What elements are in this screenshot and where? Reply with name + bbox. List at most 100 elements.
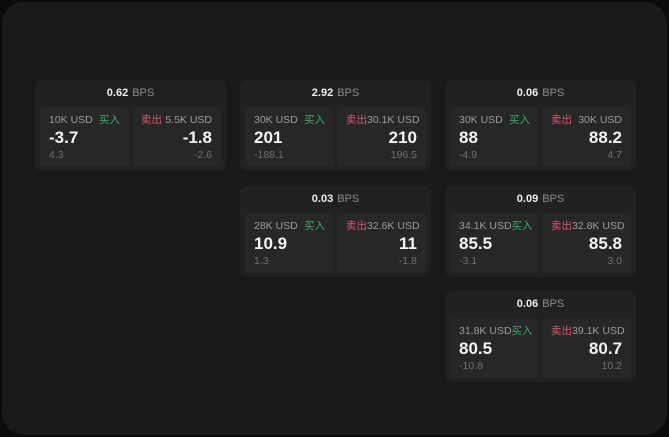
- buy-amount: 30K USD: [459, 114, 503, 126]
- buy-sub-value: -4.9: [459, 149, 478, 161]
- buy-amount: 31.8K USD: [459, 325, 512, 337]
- bps-value: 0.06: [516, 87, 539, 99]
- buy-sub-value: 4.3: [49, 149, 64, 161]
- sell-amount: 30K USD: [578, 114, 622, 126]
- bps-unit-label: BPS: [542, 298, 565, 310]
- card-header: 0.09 BPS: [450, 186, 631, 213]
- sell-panel-top: 卖出 5.5K USD: [141, 114, 212, 126]
- sell-amount: 32.8K USD: [572, 220, 625, 232]
- quote-card-1: 2.92 BPS 30K USD 买入 201 -188.1 卖出 30.1K …: [240, 80, 431, 171]
- buy-price: 80.5: [459, 339, 493, 358]
- sell-panel-top: 卖出 32.6K USD: [346, 220, 420, 232]
- buy-panel[interactable]: 31.8K USD 买入 80.5 -10.8: [450, 318, 539, 378]
- buy-panel[interactable]: 10K USD 买入 -3.7 4.3: [40, 107, 129, 167]
- card-header: 0.62 BPS: [40, 80, 221, 107]
- bps-value: 0.62: [106, 87, 129, 99]
- sell-panel[interactable]: 卖出 30.1K USD 210 196.5: [337, 107, 426, 167]
- sell-amount: 32.6K USD: [367, 220, 420, 232]
- sell-panel[interactable]: 卖出 5.5K USD -1.8 -2.6: [132, 107, 221, 167]
- sell-price: 80.7: [588, 339, 622, 358]
- sell-price: 210: [388, 128, 417, 147]
- sell-panel-top: 卖出 30K USD: [551, 114, 622, 126]
- bps-unit-label: BPS: [337, 87, 360, 99]
- sell-price: 85.8: [588, 234, 622, 253]
- card-header: 0.06 BPS: [450, 80, 631, 107]
- buy-panel-top: 30K USD 买入: [459, 114, 530, 126]
- quote-card-2: 0.06 BPS 30K USD 买入 88 -4.9 卖出 30K USD 8…: [445, 80, 636, 171]
- quote-panels: 31.8K USD 买入 80.5 -10.8 卖出 39.1K USD 80.…: [450, 318, 631, 378]
- bps-value: 0.03: [311, 193, 334, 205]
- buy-panel-top: 30K USD 买入: [254, 114, 325, 126]
- buy-panel-top: 28K USD 买入: [254, 220, 325, 232]
- buy-price: 88: [459, 128, 478, 147]
- buy-side-label: 买入: [99, 114, 120, 126]
- buy-amount: 10K USD: [49, 114, 93, 126]
- bps-value: 0.06: [516, 298, 539, 310]
- bps-unit-label: BPS: [542, 87, 565, 99]
- sell-sub-value: -2.6: [193, 149, 212, 161]
- sell-side-label: 卖出: [346, 114, 367, 126]
- sell-sub-value: -1.8: [398, 255, 417, 267]
- buy-panel-top: 10K USD 买入: [49, 114, 120, 126]
- card-header: 0.03 BPS: [245, 186, 426, 213]
- quote-panels: 30K USD 买入 201 -188.1 卖出 30.1K USD 210 1…: [245, 107, 426, 167]
- sell-sub-value: 10.2: [601, 360, 622, 372]
- buy-amount: 34.1K USD: [459, 220, 512, 232]
- quote-panels: 10K USD 买入 -3.7 4.3 卖出 5.5K USD -1.8 -2.…: [40, 107, 221, 167]
- sell-panel[interactable]: 卖出 39.1K USD 80.7 10.2: [542, 318, 631, 378]
- sell-price: 11: [399, 234, 417, 253]
- quote-panels: 28K USD 买入 10.9 1.3 卖出 32.6K USD 11 -1.8: [245, 213, 426, 273]
- buy-sub-value: -10.8: [459, 360, 483, 372]
- quote-card-0: 0.62 BPS 10K USD 买入 -3.7 4.3 卖出 5.5K USD…: [35, 80, 226, 171]
- sell-panel-top: 卖出 39.1K USD: [551, 325, 625, 337]
- buy-side-label: 买入: [511, 325, 533, 337]
- buy-side-label: 买入: [509, 114, 530, 126]
- buy-panel-top: 31.8K USD 买入: [459, 325, 533, 337]
- quote-panels: 30K USD 买入 88 -4.9 卖出 30K USD 88.2 4.7: [450, 107, 631, 167]
- bps-unit-label: BPS: [542, 193, 565, 205]
- buy-price: 201: [254, 128, 283, 147]
- sell-price: -1.8: [182, 128, 212, 147]
- sell-sub-value: 3.0: [607, 255, 622, 267]
- quote-panels: 34.1K USD 买入 85.5 -3.1 卖出 32.8K USD 85.8…: [450, 213, 631, 273]
- buy-sub-value: -188.1: [254, 149, 284, 161]
- bps-unit-label: BPS: [337, 193, 360, 205]
- buy-panel-top: 34.1K USD 买入: [459, 220, 533, 232]
- buy-amount: 28K USD: [254, 220, 298, 232]
- buy-side-label: 买入: [304, 220, 325, 232]
- bps-value: 2.92: [311, 87, 334, 99]
- buy-side-label: 买入: [511, 220, 533, 232]
- sell-panel[interactable]: 卖出 30K USD 88.2 4.7: [542, 107, 631, 167]
- buy-panel[interactable]: 34.1K USD 买入 85.5 -3.1: [450, 213, 539, 273]
- sell-side-label: 卖出: [551, 220, 572, 232]
- sell-sub-value: 4.7: [607, 149, 622, 161]
- card-header: 2.92 BPS: [245, 80, 426, 107]
- quote-card-5: 0.06 BPS 31.8K USD 买入 80.5 -10.8 卖出 39.1…: [445, 291, 636, 382]
- buy-price: 85.5: [459, 234, 493, 253]
- quote-card-3: 0.03 BPS 28K USD 买入 10.9 1.3 卖出 32.6K US…: [240, 186, 431, 277]
- buy-price: 10.9: [254, 234, 288, 253]
- sell-panel[interactable]: 卖出 32.6K USD 11 -1.8: [337, 213, 426, 273]
- sell-panel[interactable]: 卖出 32.8K USD 85.8 3.0: [542, 213, 631, 273]
- sell-side-label: 卖出: [346, 220, 367, 232]
- buy-sub-value: 1.3: [254, 255, 269, 267]
- bps-value: 0.09: [516, 193, 539, 205]
- buy-panel[interactable]: 30K USD 买入 201 -188.1: [245, 107, 334, 167]
- sell-panel-top: 卖出 32.8K USD: [551, 220, 625, 232]
- sell-amount: 39.1K USD: [572, 325, 625, 337]
- buy-panel[interactable]: 28K USD 买入 10.9 1.3: [245, 213, 334, 273]
- buy-side-label: 买入: [304, 114, 325, 126]
- sell-side-label: 卖出: [551, 114, 572, 126]
- sell-side-label: 卖出: [551, 325, 572, 337]
- quote-card-4: 0.09 BPS 34.1K USD 买入 85.5 -3.1 卖出 32.8K…: [445, 186, 636, 277]
- sell-panel-top: 卖出 30.1K USD: [346, 114, 420, 126]
- sell-amount: 5.5K USD: [165, 114, 212, 126]
- sell-sub-value: 196.5: [390, 149, 417, 161]
- sell-side-label: 卖出: [141, 114, 162, 126]
- sell-price: 88.2: [588, 128, 622, 147]
- buy-panel[interactable]: 30K USD 买入 88 -4.9: [450, 107, 539, 167]
- buy-amount: 30K USD: [254, 114, 298, 126]
- card-header: 0.06 BPS: [450, 291, 631, 318]
- bps-unit-label: BPS: [132, 87, 155, 99]
- buy-price: -3.7: [49, 128, 79, 147]
